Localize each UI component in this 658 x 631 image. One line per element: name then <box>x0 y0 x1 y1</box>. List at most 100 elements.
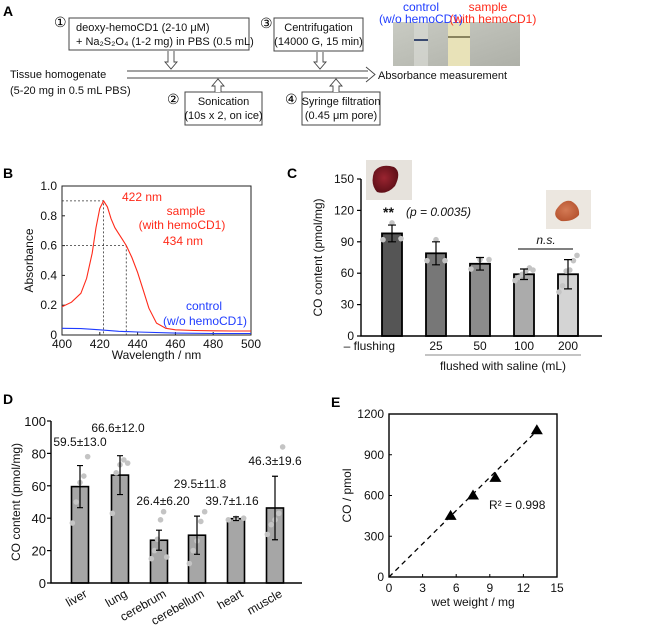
panel-label-a: A <box>3 3 13 19</box>
y-tick-label: 120 <box>334 203 354 217</box>
data-point <box>486 256 492 263</box>
x-tick-label: 9 <box>486 581 493 595</box>
data-point <box>530 267 536 273</box>
step-box-4 <box>301 91 381 126</box>
x-tick-label: 0 <box>386 581 393 595</box>
data-point <box>570 257 577 264</box>
error-bar <box>233 516 239 522</box>
data-point <box>81 473 87 479</box>
y-tick-label: 1200 <box>357 407 384 421</box>
sample-legend-2: (with hemoCD1) <box>139 218 226 232</box>
data-point <box>276 510 282 517</box>
y-axis-label: Absorbance <box>22 228 36 292</box>
bar <box>425 252 447 337</box>
data-point <box>424 257 430 264</box>
data-label: 46.3±19.6 <box>248 454 302 468</box>
data-point <box>113 470 119 476</box>
control-legend-2: (w/o hemoCD1) <box>163 314 247 328</box>
y-tick-label: 20 <box>32 544 46 559</box>
error-bar <box>432 241 440 266</box>
bar <box>381 232 403 337</box>
error-bar <box>156 529 162 551</box>
y-tick-label: 150 <box>334 172 354 186</box>
y-tick-label: 900 <box>364 448 384 462</box>
tissue-photo-flushed <box>546 190 591 229</box>
data-point <box>160 508 167 515</box>
step1-line2: + Na₂S₂O₄ (1-2 mg) in PBS (0.5 mL) <box>76 36 254 48</box>
main-flow-arrow <box>127 66 376 83</box>
panel-label-c: C <box>287 165 297 181</box>
x-axis-label: Wavelength / nm <box>112 348 202 362</box>
step-number-2: ② <box>167 91 180 107</box>
y-tick-label: 0.8 <box>40 209 57 223</box>
data-point <box>559 282 566 289</box>
start-line1: Tissue homogenate <box>10 69 106 81</box>
data-point <box>556 289 562 295</box>
plot-frame <box>61 185 252 336</box>
data-point <box>151 547 158 554</box>
x-tick-label: 15 <box>550 581 564 595</box>
error-bar <box>77 464 83 509</box>
data-point <box>268 521 274 528</box>
data-point <box>121 457 127 463</box>
data-point <box>148 555 155 562</box>
control-tube-label-2: (w/o hemoCD1) <box>379 12 463 26</box>
bar <box>513 273 535 337</box>
down-arrow-3 <box>313 52 327 70</box>
data-point <box>380 236 386 243</box>
y-axis-label: CO / pmol <box>340 468 354 522</box>
r-squared-label: R² = 0.998 <box>489 498 546 512</box>
tissue-photo-unflushed <box>366 160 412 200</box>
y-tick-label: 100 <box>24 414 46 429</box>
control-tube-label-1: control <box>403 0 439 14</box>
up-arrow-2 <box>211 78 225 92</box>
p-value-label: (p = 0.0035) <box>406 205 471 219</box>
data-point <box>574 252 580 259</box>
data-point <box>468 266 474 272</box>
y-tick-label: 300 <box>364 529 384 543</box>
data-point <box>186 560 193 567</box>
data-point <box>84 453 91 460</box>
y-tick-label: 1.0 <box>40 179 57 193</box>
y-tick-label: 0.4 <box>40 268 57 282</box>
data-point-triangle <box>467 489 479 500</box>
y-tick-label: 600 <box>364 489 384 503</box>
step2-line1: Sonication <box>198 96 249 108</box>
y-tick-label: 0 <box>377 570 384 584</box>
start-line2: (5-20 mg in 0.5 mL PBS) <box>10 85 131 97</box>
y-tick-label: 0 <box>39 576 46 591</box>
data-point <box>512 277 518 284</box>
control-spectrum-line <box>61 327 251 335</box>
ns-label: n.s. <box>536 233 555 247</box>
data-point <box>201 508 208 515</box>
data-point <box>433 236 439 243</box>
data-point-triangle <box>530 424 543 435</box>
step2-line2: (10s x 2, on ice) <box>184 110 262 122</box>
y-tick-label: 40 <box>32 511 46 526</box>
up-arrow-4 <box>329 78 343 92</box>
y-tick-label: 0.6 <box>40 239 57 253</box>
error-bar <box>520 268 528 281</box>
y-tick-label: 30 <box>341 298 355 312</box>
x-category-label: liver <box>63 586 89 609</box>
bar <box>469 262 491 337</box>
step3-line2: (14000 G, 15 min) <box>274 36 363 48</box>
group-label: flushed with saline (mL) <box>440 359 566 373</box>
calibration-scatter-chart: 0 3 6 9 12 15 0 300 600 900 1200 wet weight / mg CO … <box>340 407 564 609</box>
x-tick-label: 6 <box>453 581 460 595</box>
data-point <box>398 235 404 242</box>
x-category-label: muscle <box>245 586 285 617</box>
panel-label-d: D <box>3 391 13 407</box>
data-point <box>69 520 76 526</box>
y-tick-label: 90 <box>341 235 355 249</box>
data-point <box>198 518 204 525</box>
data-point <box>190 547 196 554</box>
sample-tube-label-2: (with hemoCD1) <box>450 12 537 26</box>
step-box-1 <box>68 17 250 51</box>
data-point <box>73 499 79 505</box>
x-category-label: 200 <box>558 339 578 353</box>
fit-line <box>388 429 539 578</box>
peak-label-422: 422 nm <box>122 190 162 204</box>
y-tick-label: 60 <box>341 266 355 280</box>
